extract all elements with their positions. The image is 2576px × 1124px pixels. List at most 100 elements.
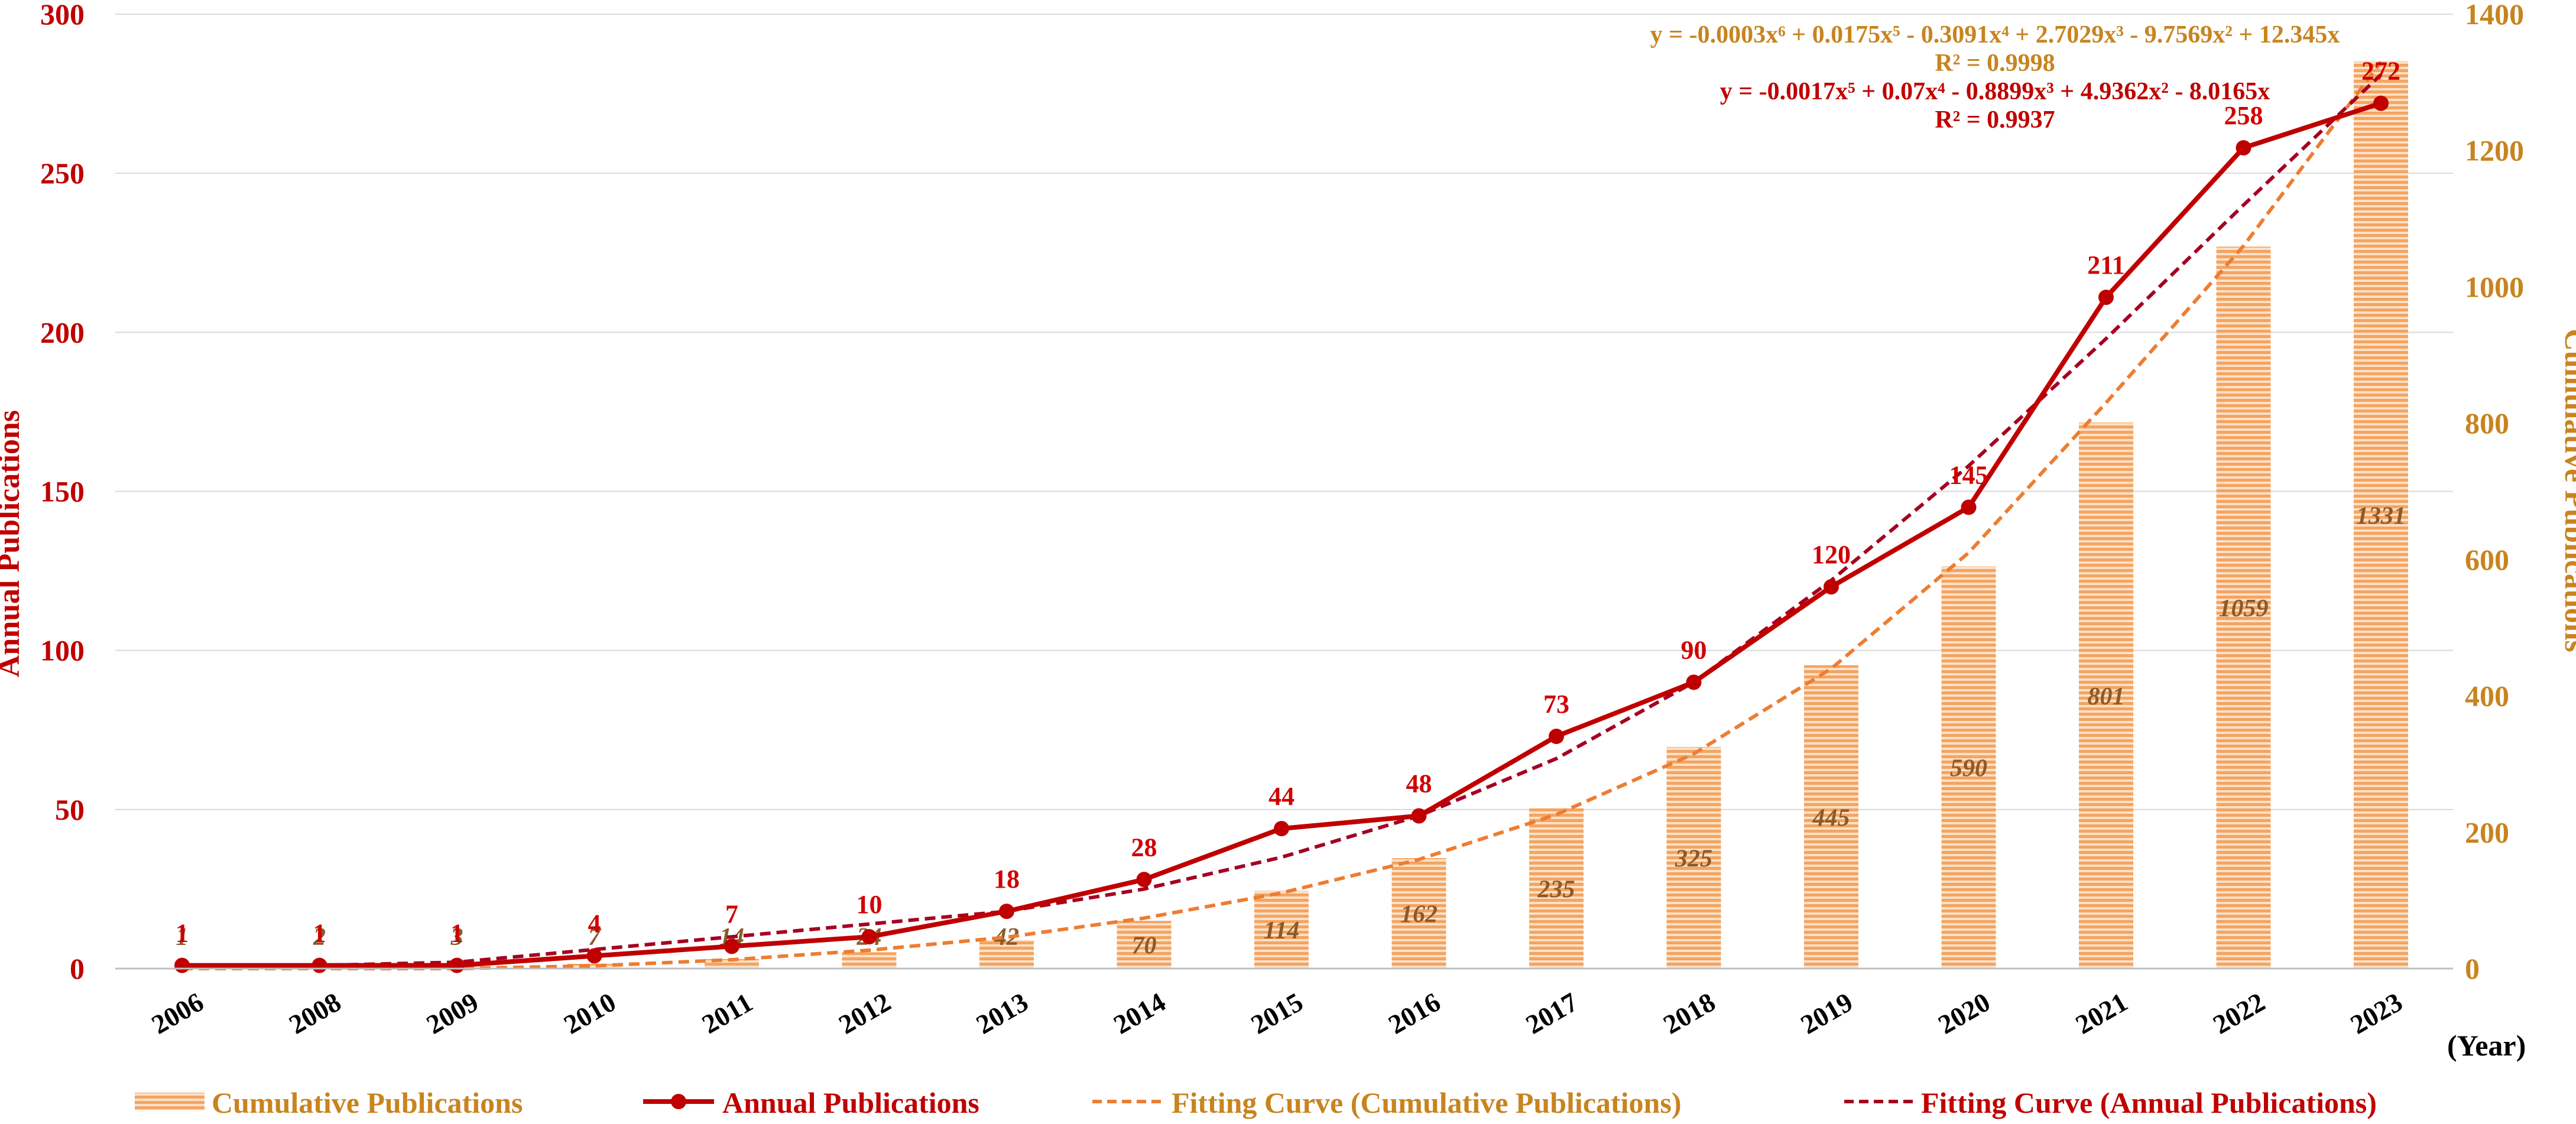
legend-item-fit-cumulative: Fitting Curve (Cumulative Publications) (1092, 1086, 1681, 1119)
x-tick-label: 2010 (559, 986, 621, 1039)
y-left-tick-label: 0 (70, 952, 85, 985)
x-tick-label: 2009 (421, 986, 484, 1039)
annual-point-label: 211 (2087, 251, 2125, 280)
x-tick-label: 2019 (1796, 986, 1858, 1039)
x-tick-label: 2023 (2345, 986, 2408, 1039)
x-tick-label: 2020 (1933, 986, 1995, 1039)
cumulative-bar-label: 114 (1264, 917, 1300, 944)
annual-point-label: 90 (1681, 636, 1707, 665)
legend-swatch-cumulative (135, 1093, 205, 1110)
y-right-tick-label: 0 (2465, 952, 2480, 985)
annual-point (861, 929, 877, 945)
x-tick-label: 2006 (147, 986, 209, 1039)
cumulative-bar (567, 963, 622, 969)
gridlines (115, 14, 2453, 810)
annual-point-label: 145 (1949, 460, 1988, 489)
annual-r2: R² = 0.9937 (1935, 106, 2055, 134)
cumulative-bar-label: 1 (176, 924, 189, 951)
x-tick-label: 2011 (697, 987, 758, 1039)
y-right-tick-label: 1000 (2465, 270, 2524, 303)
annual-point (2373, 95, 2389, 111)
annual-point-label: 4 (588, 909, 601, 938)
y-right-tick-label: 600 (2465, 543, 2509, 576)
y-right-tick-label: 800 (2465, 407, 2509, 440)
annual-point (1136, 872, 1152, 888)
y-left-tick-label: 50 (55, 793, 85, 826)
cumulative-bar-label: 235 (1537, 876, 1575, 903)
y-right-axis-title: Cumulative Publications (2558, 329, 2576, 652)
legend-item-cumulative: Cumulative Publications (135, 1086, 523, 1119)
x-tick-label: 2016 (1383, 986, 1445, 1039)
x-tick-label: 2021 (2071, 986, 2133, 1039)
y-right-tick-label: 1200 (2465, 134, 2524, 167)
annual-point (586, 948, 602, 964)
x-tick-label: 2013 (971, 986, 1033, 1039)
x-tick-label: 2012 (833, 986, 896, 1039)
cumulative-bar (1117, 921, 1172, 969)
x-tick-label: 2018 (1658, 986, 1720, 1039)
cumulative-bar-label: 1331 (2356, 502, 2406, 529)
x-tick-label: 2008 (284, 986, 346, 1039)
cumulative-bar-label: 1059 (2219, 595, 2269, 622)
cumulative-bar-label: 3 (450, 924, 463, 951)
annual-point-label: 272 (2361, 57, 2400, 86)
annual-point (1549, 729, 1564, 745)
annual-point (1686, 674, 1702, 690)
cumulative-bar-label: 162 (1400, 901, 1438, 928)
y-left-tick-label: 250 (40, 157, 85, 190)
cumulative-bar-label: 590 (1950, 755, 1987, 782)
legend-label-annual: Annual Publications (722, 1086, 979, 1119)
y-left-axis-title: Annual Publications (0, 410, 26, 677)
annual-point-label: 1 (450, 919, 463, 948)
annual-point-label: 1 (176, 919, 189, 948)
annual-point-label: 1 (313, 919, 326, 948)
cumulative-bar (1529, 808, 1584, 969)
cumulative-bar (1804, 665, 1858, 969)
cumulative-bar (2354, 61, 2408, 969)
x-tick-label: 2014 (1108, 986, 1170, 1039)
cumulative-bar (842, 952, 897, 969)
cumulative-equation: y = -0.0003x⁶ + 0.0175x⁵ - 0.3091x⁴ + 2.… (1650, 21, 2340, 48)
y-left-tick-label: 100 (40, 634, 85, 667)
cumulative-bar-label: 7 (588, 924, 602, 951)
annual-point (449, 957, 465, 973)
cumulative-bar (1391, 858, 1446, 969)
cumulative-bar (2079, 422, 2133, 969)
annual-point-label: 44 (1268, 782, 1295, 811)
cumulative-bar (1941, 566, 1996, 969)
annual-point (1411, 808, 1427, 824)
annual-point-label: 120 (1812, 540, 1851, 569)
annual-point (1824, 579, 1839, 595)
legend-item-annual: Annual Publications (643, 1086, 979, 1119)
annual-point (174, 957, 190, 973)
annual-point-label: 10 (856, 890, 883, 919)
annual-point-label: 7 (725, 899, 738, 928)
fit-equations: y = -0.0003x⁶ + 0.0175x⁵ - 0.3091x⁴ + 2.… (1650, 21, 2340, 134)
cumulative-bar (1254, 891, 1309, 969)
legend-label-fit-annual: Fitting Curve (Annual Publications) (1921, 1086, 2377, 1119)
annual-point (2098, 290, 2114, 306)
cumulative-bar-label: 445 (1812, 804, 1850, 831)
annual-equation: y = -0.0017x⁵ + 0.07x⁴ - 0.8899x³ + 4.93… (1720, 78, 2270, 105)
cumulative-bar-label: 325 (1675, 846, 1712, 873)
fit-curve-annual (182, 73, 2383, 967)
y-right-tick-label: 1400 (2465, 0, 2524, 31)
annual-line-group (174, 95, 2389, 973)
annual-point-label: 258 (2224, 101, 2263, 130)
annual-point (999, 904, 1014, 920)
legend-label-fit-cumulative: Fitting Curve (Cumulative Publications) (1172, 1086, 1681, 1119)
y-left-tick-label: 150 (40, 475, 85, 508)
x-axis-unit: (Year) (2447, 1029, 2526, 1062)
y-right-tick-label: 400 (2465, 680, 2509, 713)
annual-point (2236, 140, 2251, 156)
annual-point (1274, 821, 1289, 837)
cumulative-bar (979, 940, 1034, 969)
y-left-tick-label: 200 (40, 316, 85, 349)
annual-point (1961, 499, 1977, 515)
y-right-tick-label: 200 (2465, 816, 2509, 849)
cumulative-bar-label: 801 (2088, 683, 2125, 710)
legend-label-cumulative: Cumulative Publications (212, 1086, 523, 1119)
legend: Cumulative Publications Annual Publicati… (135, 1086, 2377, 1119)
